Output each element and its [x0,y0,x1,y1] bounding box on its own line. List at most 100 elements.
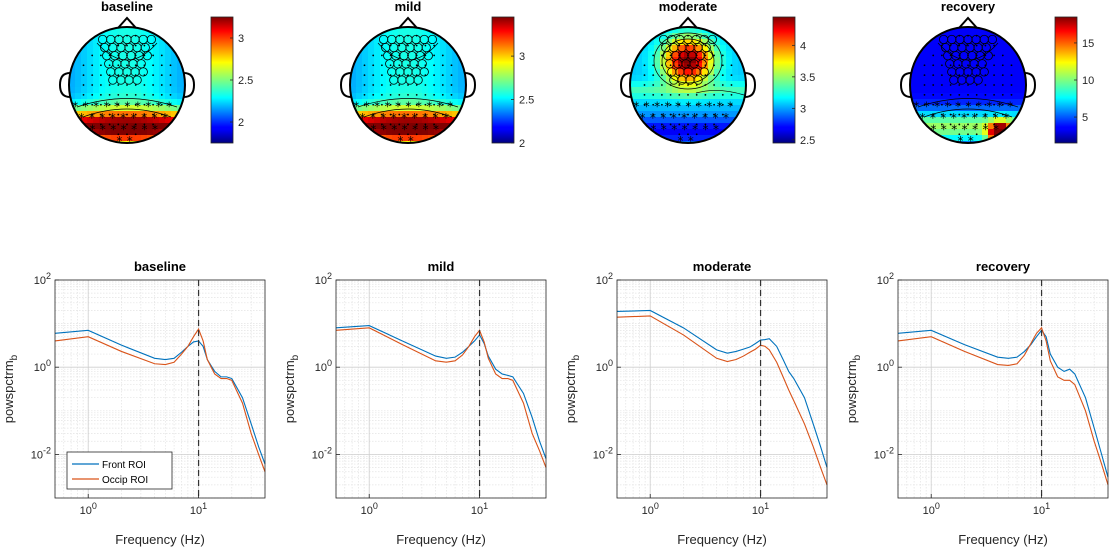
asterisk-marker: * [131,123,137,137]
asterisk-marker: * [685,99,691,113]
y-tick-label: 10-2 [593,445,613,461]
x-tick-label: 100 [642,501,659,517]
spectrum-title: moderate [693,259,752,274]
asterisk-marker: * [993,123,999,137]
x-tick-label: 100 [361,501,378,517]
spectrum-title: recovery [976,259,1031,274]
asterisk-marker: * [374,99,380,113]
spectrum-title: mild [428,259,455,274]
asterisk-marker: * [412,123,418,137]
asterisk-marker: * [972,111,978,125]
asterisk-marker: * [675,99,681,113]
x-tick-label: 101 [1033,501,1050,517]
y-tick-label: 10-2 [312,445,332,461]
asterisk-marker: * [156,99,162,113]
y-tick-label: 100 [596,358,613,374]
series-line-occip-roi [335,327,547,468]
asterisk-marker: * [104,99,110,113]
asterisk-marker: * [162,111,168,125]
x-tick-label: 101 [752,501,769,517]
asterisk-marker: * [114,99,120,113]
asterisk-marker: * [395,99,401,113]
asterisk-marker: * [713,111,719,125]
asterisk-marker: * [166,99,172,113]
spectrum-plot-recovery: 100 101 10-2 100 102 recovery Frequency (Hz) po… [844,259,1109,547]
asterisk-marker: * [124,99,130,113]
asterisk-marker: * [1003,111,1009,125]
asterisk-marker: * [962,123,968,137]
asterisk-marker: * [116,134,122,148]
asterisk-marker: * [727,99,733,113]
y-tick-label: 10-2 [874,445,894,461]
asterisk-marker: * [364,99,370,113]
spectrum-plot-mild: 100 101 10-2 100 102 mild Frequency (Hz) powspc… [282,259,547,547]
x-axis-label: Frequency (Hz) [396,532,486,547]
grid-lines [616,280,828,499]
asterisk-marker: * [89,111,95,125]
spectrum-plot-moderate: 100 101 10-2 100 102 moderate Frequency (Hz) po… [563,259,828,547]
colorbar [1054,16,1078,144]
y-tick-label: 102 [596,271,613,287]
asterisk-marker: * [391,123,397,137]
asterisk-marker: * [671,123,677,137]
plot-area [898,280,1108,498]
colorbar-tick-label: 5 [1082,112,1088,124]
asterisk-marker: * [919,111,925,125]
legend: Front ROI Occip ROI [66,451,173,490]
asterisk-marker: * [381,123,387,137]
asterisk-marker: * [982,111,988,125]
grid-lines [897,280,1109,499]
asterisk-marker: * [443,111,449,125]
asterisk-marker: * [89,123,95,137]
asterisk-marker: * [941,123,947,137]
asterisk-marker: * [141,111,147,125]
axes-box [335,279,547,499]
topoplot-baseline: * * * * * * * * * ** * * * * * * * ** * * * * * ** *baseline22.5… [58,0,253,148]
x-axis-label: Frequency (Hz) [115,532,205,547]
asterisk-marker: * [416,99,422,113]
topoplot-title: baseline [101,0,153,14]
left-ear-outline [339,72,352,98]
topoplot-field [350,27,466,143]
topoplot-recovery: * * * * * * * * * ** * * * * * * * ** * * * * * ** *recovery5101… [899,0,1094,148]
topoplot-field [910,27,1026,143]
colorbar [210,16,234,144]
asterisk-marker: * [957,134,963,148]
asterisk-marker: * [940,111,946,125]
colorbar-tick-label: 2.5 [238,75,253,87]
x-tick-label: 101 [471,501,488,517]
asterisk-marker: * [152,123,158,137]
asterisk-marker: * [644,99,650,113]
x-tick-label: 100 [80,501,97,517]
asterisk-marker: * [135,99,141,113]
plot-area [617,280,827,498]
topoplot-moderate: * * * * * * * * * ** * * * * * * * ** * * * * * ** *moderate2.53… [619,0,815,148]
asterisk-marker: * [120,111,126,125]
asterisk-marker: * [934,99,940,113]
asterisk-marker: * [408,134,414,148]
asterisk-marker: * [930,111,936,125]
asterisk-marker: * [968,134,974,148]
y-axis-label: powspctrmb [563,354,582,423]
legend-entry: Occip ROI [102,475,148,486]
topoplot-title: recovery [941,0,996,14]
asterisk-marker: * [401,111,407,125]
asterisk-marker: * [152,111,158,125]
asterisk-marker: * [650,111,656,125]
asterisk-marker: * [723,111,729,125]
legend-entry: Front ROI [102,460,146,471]
asterisk-marker: * [702,111,708,125]
right-ear-outline [183,72,196,98]
spectrum-row: 100 101 10-2 100 102 baseline Frequency (Hz) po… [1,259,1109,547]
asterisk-marker: * [402,123,408,137]
asterisk-marker: * [110,111,116,125]
asterisk-marker: * [423,123,429,137]
colorbar-tick-label: 2 [238,117,244,129]
frontal-roi-circles [659,34,717,85]
asterisk-marker: * [692,111,698,125]
nose-outline [958,16,978,29]
asterisk-marker: * [986,99,992,113]
occipital-roi-asterisks: * * * * * * * * * ** * * * * * * * ** * * * * * ** * [913,99,1013,148]
asterisk-marker: * [127,134,133,148]
